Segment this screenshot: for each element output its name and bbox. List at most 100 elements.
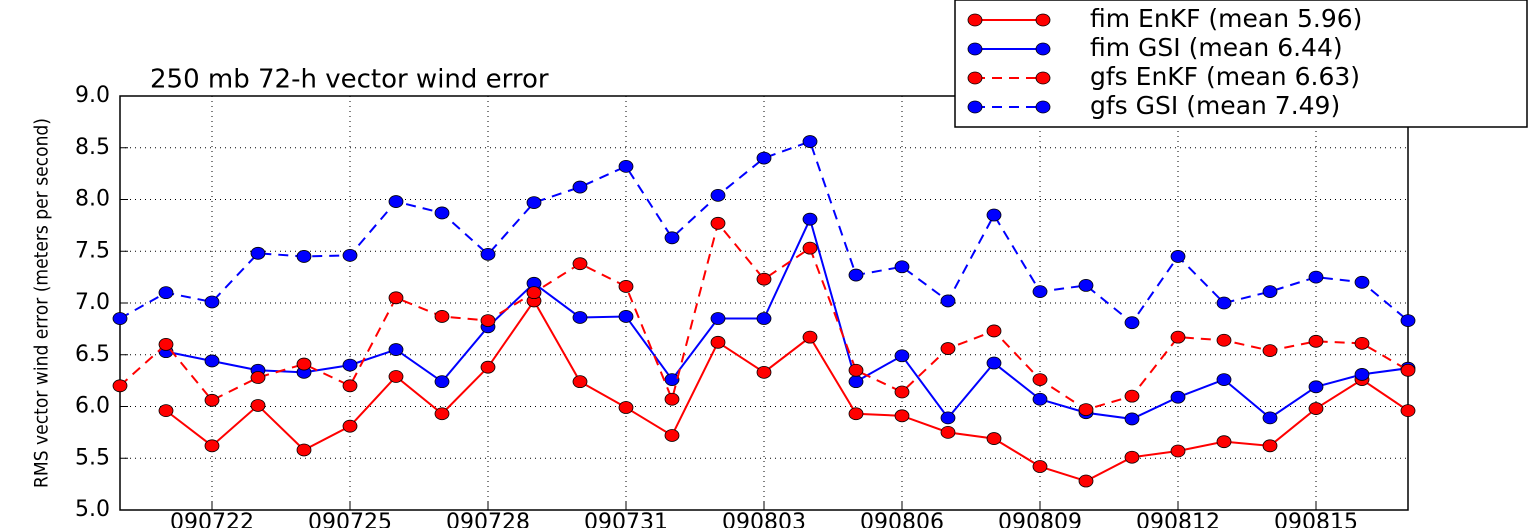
- legend-marker: [1035, 42, 1051, 56]
- marker: [1262, 344, 1278, 358]
- marker: [342, 419, 358, 433]
- series-line: [119, 140, 1409, 325]
- marker: [1170, 250, 1186, 263]
- x-tick-label: 090806: [860, 510, 944, 528]
- marker: [664, 231, 680, 245]
- marker: [1216, 373, 1232, 386]
- marker: [434, 206, 450, 220]
- marker: [388, 195, 404, 208]
- marker: [204, 354, 220, 368]
- marker: [158, 404, 174, 418]
- marker: [1032, 460, 1048, 473]
- y-axis-label: RMS vector wind error (meters per second…: [31, 118, 53, 488]
- marker: [894, 260, 910, 274]
- marker: [526, 196, 542, 210]
- marker: [112, 312, 128, 325]
- marker: [434, 310, 450, 323]
- y-tick-label: 7.5: [75, 238, 110, 263]
- series-line: [165, 299, 1409, 483]
- marker: [1078, 279, 1094, 292]
- marker: [848, 407, 864, 421]
- marker: [250, 399, 266, 412]
- marker: [112, 379, 128, 393]
- legend-label: gfs EnKF (mean 6.63): [1090, 62, 1360, 91]
- y-tick-label: 5.0: [75, 497, 110, 522]
- marker: [1308, 270, 1324, 284]
- x-tick-label: 090812: [1136, 510, 1220, 528]
- marker: [572, 180, 588, 194]
- marker: [802, 241, 818, 255]
- marker: [618, 401, 634, 414]
- marker: [204, 439, 220, 453]
- marker: [940, 411, 956, 425]
- marker: [756, 312, 772, 325]
- chart-title: 250 mb 72-h vector wind error: [150, 65, 549, 95]
- marker: [710, 335, 726, 349]
- marker: [1124, 412, 1140, 426]
- marker: [618, 159, 634, 173]
- marker: [1354, 368, 1370, 381]
- marker: [572, 257, 588, 271]
- marker: [1262, 411, 1278, 425]
- marker: [342, 379, 358, 393]
- marker: [296, 357, 312, 371]
- marker: [388, 291, 404, 305]
- legend-marker: [1035, 13, 1051, 27]
- marker: [388, 370, 404, 383]
- legend-marker: [967, 71, 983, 85]
- marker: [1170, 390, 1186, 404]
- marker: [572, 375, 588, 389]
- x-tick-label: 090722: [170, 510, 254, 528]
- marker: [940, 294, 956, 308]
- marker: [388, 343, 404, 356]
- legend-marker: [967, 13, 983, 27]
- marker: [848, 375, 864, 389]
- marker: [664, 392, 680, 406]
- marker: [618, 280, 634, 293]
- marker: [342, 358, 358, 372]
- marker: [250, 371, 266, 384]
- marker: [526, 286, 542, 300]
- marker: [894, 385, 910, 399]
- marker: [1308, 334, 1324, 348]
- y-tick-label: 7.0: [75, 290, 110, 315]
- marker: [1216, 333, 1232, 347]
- y-tick-label: 9.0: [75, 83, 110, 108]
- marker: [664, 429, 680, 442]
- marker: [1170, 330, 1186, 344]
- marker: [664, 373, 680, 386]
- legend-marker: [967, 100, 983, 114]
- marker: [940, 342, 956, 355]
- marker: [1170, 444, 1186, 458]
- marker: [1078, 403, 1094, 417]
- marker: [296, 443, 312, 457]
- series-line: [165, 216, 1409, 420]
- marker: [434, 407, 450, 421]
- legend-box: [954, 0, 1528, 128]
- marker: [710, 216, 726, 230]
- marker: [710, 312, 726, 325]
- marker: [1354, 275, 1370, 289]
- marker: [848, 363, 864, 377]
- marker: [894, 349, 910, 363]
- marker: [802, 330, 818, 344]
- marker: [296, 250, 312, 263]
- marker: [894, 409, 910, 423]
- marker: [250, 246, 266, 260]
- legend-marker: [1035, 71, 1051, 85]
- x-tick-label: 090728: [446, 510, 530, 528]
- marker: [204, 295, 220, 309]
- marker: [756, 365, 772, 379]
- x-tick-label: 090731: [584, 510, 668, 528]
- y-tick-label: 8.5: [75, 135, 110, 160]
- x-tick-label: 090815: [1274, 510, 1358, 528]
- marker: [986, 208, 1002, 222]
- y-tick-label: 6.0: [75, 394, 110, 419]
- marker: [1400, 404, 1416, 418]
- marker: [434, 375, 450, 389]
- y-tick-label: 6.5: [75, 342, 110, 367]
- marker: [802, 212, 818, 226]
- series-line: [119, 221, 1409, 411]
- x-tick-label: 090809: [998, 510, 1082, 528]
